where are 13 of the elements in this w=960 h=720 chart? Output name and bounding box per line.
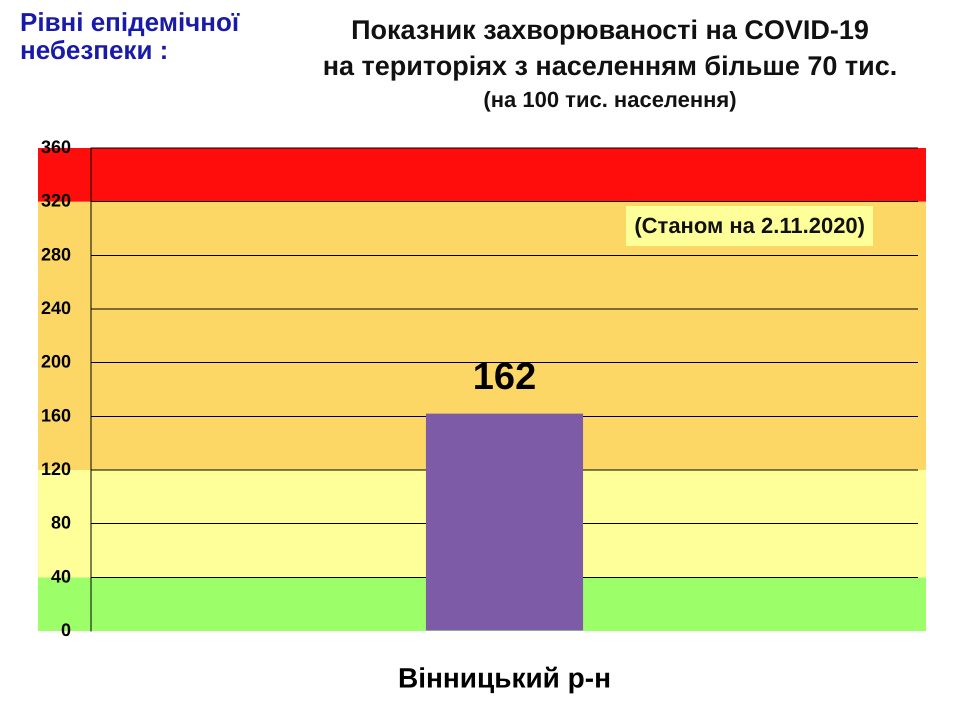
x-tick-label: Вінницький р-н — [398, 662, 612, 694]
y-tick-label: 200 — [40, 352, 71, 372]
chart-subtitle: (на 100 тис. населення) — [482, 87, 738, 113]
legend-title: Рівні епідемічної небезпеки : — [20, 7, 241, 65]
annotation: (Станом на 2.11.2020) — [626, 206, 873, 246]
y-tick-label: 240 — [40, 298, 71, 318]
y-tick-label: 80 — [50, 512, 71, 533]
y-tick-label: 120 — [40, 458, 71, 479]
y-tick-label: 40 — [50, 566, 71, 586]
y-tick-label: 160 — [40, 405, 71, 426]
data-label: 162 — [472, 356, 536, 398]
chart-title: Показник захворюваності на COVID-19 на територіях з населенням більше 70 тис. — [322, 14, 898, 83]
y-tick-label: 280 — [40, 244, 71, 264]
